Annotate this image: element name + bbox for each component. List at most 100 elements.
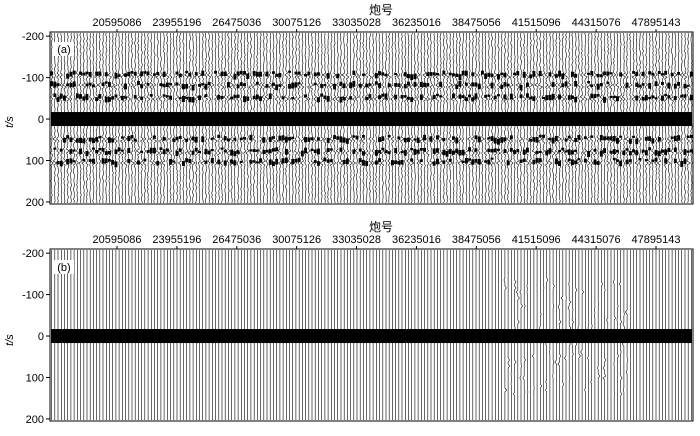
reflection-event: [638, 157, 642, 161]
reflection-event: [487, 94, 491, 97]
reflection-event: [503, 149, 507, 153]
reflection-event: [509, 135, 513, 140]
reflection-event: [526, 93, 529, 98]
reflection-event: [564, 138, 568, 142]
reflection-event: [654, 97, 658, 100]
reflection-event: [455, 84, 459, 89]
reflection-event: [355, 135, 359, 140]
reflection-event: [542, 134, 545, 138]
reflection-event: [529, 74, 533, 79]
reflection-event: [63, 138, 66, 143]
reflection-event: [124, 73, 127, 77]
x-tick-label: 36235016: [392, 234, 441, 246]
reflection-event: [529, 138, 533, 142]
reflection-event: [661, 149, 664, 153]
reflection-event: [535, 150, 539, 154]
reflection-event: [108, 159, 111, 162]
reflection-event: [538, 70, 542, 77]
reflection-event: [638, 84, 642, 88]
reflection-event: [606, 136, 610, 140]
reflection-event: [651, 95, 655, 99]
reflection-event: [185, 70, 189, 73]
reflection-event: [548, 148, 552, 154]
reflection-event: [574, 73, 578, 78]
reflection-event: [114, 72, 118, 79]
reflection-event: [297, 71, 301, 75]
reflection-event: [686, 135, 690, 138]
reflection-event: [368, 94, 372, 99]
reflection-event: [204, 160, 208, 164]
x-ticks-a: 20595086 23955196 26475036 30075126 33035028…: [93, 17, 680, 32]
reflection-event: [413, 138, 417, 141]
reflection-event: [413, 73, 417, 80]
reflection-event: [288, 137, 291, 141]
reflection-event: [178, 135, 182, 139]
reflection-event: [442, 138, 446, 142]
reflection-event: [670, 136, 674, 139]
y-tick-label: -200: [22, 31, 44, 43]
trace-layer-b: [51, 250, 692, 420]
reflection-event: [143, 158, 147, 162]
reflection-event: [313, 160, 317, 163]
reflection-event: [326, 73, 330, 79]
reflection-event: [461, 149, 465, 156]
reflection-event: [673, 135, 677, 141]
reflection-event: [249, 134, 253, 141]
reflection-event: [529, 96, 533, 100]
reflection-event: [374, 73, 378, 79]
reflection-event: [545, 150, 549, 156]
reflection-event: [108, 150, 111, 155]
reflection-event: [201, 83, 205, 86]
reflection-event: [400, 160, 404, 165]
reflection-event: [603, 148, 606, 154]
reflection-event: [548, 72, 552, 77]
reflection-event: [667, 82, 671, 89]
reflection-event: [689, 134, 693, 138]
reflection-event: [159, 147, 163, 150]
reflection-event: [391, 160, 394, 166]
reflection-event: [596, 73, 600, 78]
reflection-event: [162, 94, 166, 97]
reflection-event: [535, 158, 539, 163]
reflection-event: [188, 72, 192, 77]
reflection-event: [175, 71, 179, 75]
reflection-event: [342, 83, 346, 89]
reflection-event: [169, 83, 172, 86]
reflection-event: [149, 94, 153, 97]
reflection-event: [111, 138, 115, 143]
reflection-event: [339, 136, 343, 143]
reflection-event: [442, 160, 446, 164]
panel-label-box-a: [54, 42, 74, 56]
reflection-event: [236, 84, 240, 89]
reflection-event: [387, 83, 391, 88]
reflection-event: [683, 149, 687, 156]
reflection-event: [583, 136, 587, 139]
y-axis-label-b: t/s: [4, 334, 16, 346]
reflection-event: [635, 95, 639, 101]
reflection-event: [490, 148, 494, 153]
reflection-event: [69, 149, 73, 154]
reflection-event: [490, 157, 494, 160]
reflection-event: [204, 83, 208, 90]
trace-layer-a: [49, 32, 694, 204]
reflection-event: [686, 84, 690, 87]
reflection-event: [468, 147, 471, 152]
reflection-event: [358, 148, 362, 152]
reflection-event: [313, 82, 317, 86]
reflection-event: [252, 95, 256, 99]
reflection-event: [233, 94, 237, 99]
reflection-event: [175, 82, 179, 86]
reflection-event: [220, 96, 224, 100]
panel-label-b: (b): [57, 262, 70, 274]
reflection-event: [278, 84, 282, 87]
reflection-event: [397, 136, 401, 140]
reflection-event: [509, 93, 513, 100]
reflection-event: [133, 138, 137, 142]
reflection-event: [587, 81, 590, 84]
x-tick-label: 26475036: [212, 17, 261, 29]
reflection-event: [207, 150, 211, 155]
reflection-event: [599, 135, 603, 141]
reflection-event: [304, 94, 307, 98]
reflection-event: [651, 72, 655, 76]
reflection-event: [233, 137, 237, 141]
